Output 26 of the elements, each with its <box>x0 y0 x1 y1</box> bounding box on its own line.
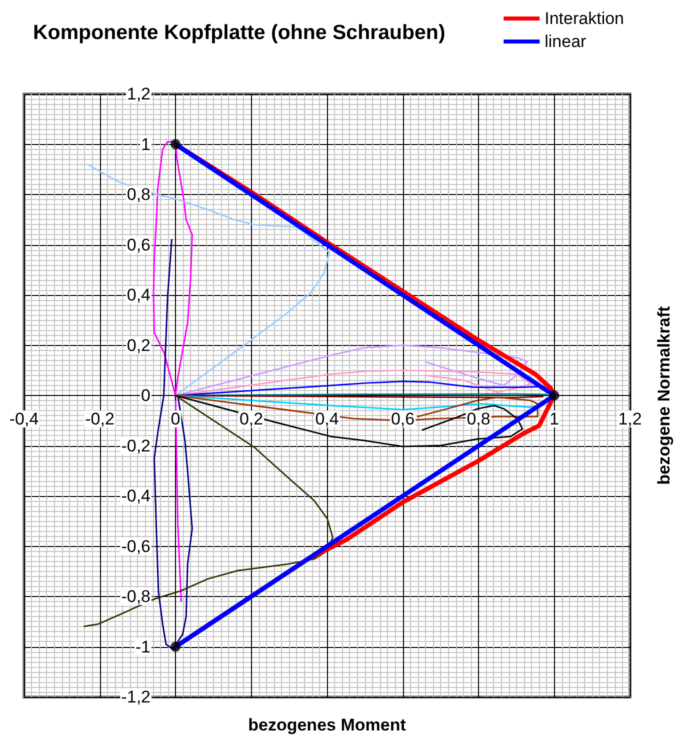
x-axis-title: bezogenes Moment <box>248 716 406 734</box>
y-tick-label: 0,4 <box>126 286 150 304</box>
y-tick-label: -0,6 <box>121 536 150 556</box>
x-tick-label: 0,4 <box>315 410 339 428</box>
y-tick-label: -0,2 <box>121 436 150 456</box>
x-tick-label: 0 <box>170 410 180 428</box>
y-tick-label: -1 <box>135 637 150 656</box>
x-tick-label: -0,2 <box>85 410 114 428</box>
y-tick-label: 0,2 <box>126 336 150 355</box>
y-axis-title: bezogene Normalkraft <box>654 306 674 485</box>
y-tick-label: 1,2 <box>126 84 150 104</box>
y-tick-label: -0,4 <box>121 486 150 506</box>
x-tick-label: 1,2 <box>618 410 642 428</box>
y-tick-label: -0,8 <box>121 587 150 606</box>
y-tick-label: 0 <box>141 386 150 405</box>
x-tick-label: 1 <box>550 410 559 428</box>
y-tick-label: 0,8 <box>126 185 150 204</box>
y-tick-label: 0,6 <box>126 235 150 254</box>
y-tick-label: -1,2 <box>121 688 150 706</box>
x-tick-label: 0,8 <box>466 410 490 428</box>
chart-title: Komponente Kopfplatte (ohne Schrauben) <box>33 21 446 44</box>
x-tick-label: -0,4 <box>9 410 39 428</box>
legend-label: Interaktion <box>544 9 624 28</box>
x-tick-label: 0,2 <box>239 410 264 428</box>
legend-label: linear <box>544 32 587 51</box>
y-tick-label: 1 <box>141 134 150 154</box>
